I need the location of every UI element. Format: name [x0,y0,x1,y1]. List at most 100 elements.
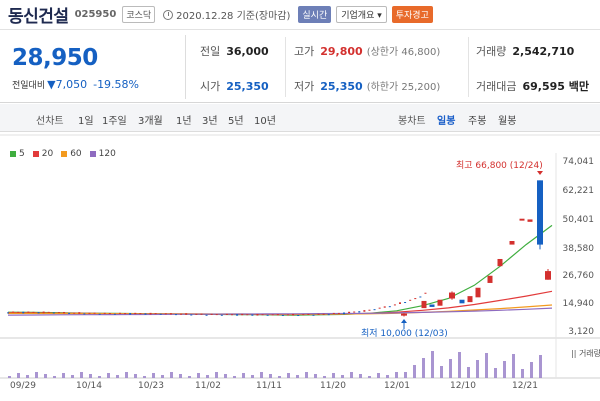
legend-item: 5 [10,149,25,159]
tab-daily[interactable]: 일봉 [437,116,456,127]
tab-3year[interactable]: 3년 [202,116,218,127]
stat-volume-value: 2,542,710 [512,45,575,58]
daily-candle [108,313,111,315]
tab-monthly[interactable]: 월봉 [498,116,517,127]
volume-bar [197,373,200,378]
volume-bar [494,368,497,378]
stat-low: 저가 25,350 (하한가 25,200) [294,78,440,94]
daily-candle [73,312,76,314]
volume-bar [278,376,281,378]
rally-candle [437,299,443,306]
y-tick-label: 26,760 [562,271,595,281]
volume-bar [170,372,173,378]
tab-1year[interactable]: 1년 [176,116,192,127]
volume-bar [161,375,164,378]
chart-period-tabs: 선차트 1일 1주일 3개월 1년 3년 5년 10년 봉차트 일봉 주봉 월봉 [0,104,600,132]
x-tick-label: 12/10 [450,381,476,391]
x-tick-label: 11/02 [195,381,221,391]
daily-candle [47,311,50,313]
stock-name: 동신건설 [8,7,69,27]
daily-candle [190,314,193,316]
legend-label: 5 [19,149,25,159]
daily-candle [17,311,20,313]
x-tick-label: 11/20 [320,381,346,391]
stat-prev-label: 전일 [200,45,221,58]
volume-bar [35,372,38,378]
volume-bar [413,365,416,378]
daily-candle [225,313,228,315]
volume-bar [8,376,11,378]
daily-candle [200,313,203,315]
volume-bar [368,376,371,378]
daily-candle [312,314,315,316]
daily-candle [180,313,183,315]
daily-candle [231,314,233,316]
stat-prev-value: 36,000 [226,45,269,58]
volume-bar [134,374,137,378]
realtime-button[interactable]: 실시간 [298,6,332,23]
daily-candle [57,312,60,314]
volume-bar [260,372,263,378]
tab-candle-chart[interactable]: 봉차트 [398,116,426,127]
volume-label-text: 거래량 [578,349,600,358]
legend-item: 120 [89,149,116,159]
volume-bar [89,374,92,378]
volume-bar [422,358,425,378]
stat-high-value: 29,800 [320,45,363,58]
volume-bar [107,373,110,378]
volume-bar [26,375,29,378]
daily-candle [343,312,345,315]
daily-candle [205,314,208,316]
date-value: 2020.12.28 기준(장마감) [176,11,291,22]
tab-1week[interactable]: 1주일 [102,116,127,127]
daily-candle [93,312,96,314]
volume-bar [233,376,236,378]
x-tick-label: 12/21 [512,381,538,391]
company-overview-dropdown[interactable]: 기업개요 ▾ [336,6,387,23]
legend-swatch [10,151,16,157]
rally-candle [459,299,465,304]
price-stats: 전일 36,000 고가 29,800 (상한가 46,800) 거래량 2,542,7… [190,31,600,103]
daily-candle [68,312,71,314]
rally-candle [467,296,473,303]
daily-candle [215,314,218,316]
divider [285,37,286,97]
daily-candle [7,312,9,314]
daily-candle [297,315,300,317]
tab-5year[interactable]: 5년 [228,116,244,127]
tab-1day[interactable]: 1일 [78,116,94,127]
volume-bar [332,373,335,378]
y-tick-label: 38,580 [562,244,595,254]
daily-candle [292,313,295,316]
daily-candle [409,299,412,301]
volume-bar [206,375,209,378]
stat-prev: 전일 36,000 [200,43,269,59]
volume-bar [62,373,65,378]
y-tick-label: 50,401 [562,215,595,225]
volume-bar [458,352,461,378]
volume-bar [53,376,56,378]
x-tick-label: 10/14 [76,381,102,391]
price-summary: 28,950 전일대비 ▼7,050 -19.58% 전일 36,000 고가 29,8… [0,31,600,103]
legend-item: 60 [61,149,82,159]
stat-amount-value: 69,595 백만 [522,80,590,93]
stat-high-label: 고가 [294,45,315,58]
daily-candle [175,314,177,316]
x-tick-label: 10/23 [138,381,164,391]
stat-high: 고가 29,800 (상한가 46,800) [294,43,440,59]
daily-candle [358,311,361,313]
daily-candle [195,313,198,315]
daily-candle [373,309,376,311]
annotation-low: 최저 10,000 (12/03) [361,329,448,339]
tab-10year[interactable]: 10년 [254,116,276,127]
daily-candle [251,314,254,316]
y-tick-label: 62,221 [562,186,595,196]
stat-open-value: 25,350 [226,80,269,93]
stat-upper-limit: (상한가 46,800) [366,47,441,58]
rally-candle [429,304,435,307]
tab-weekly[interactable]: 주봉 [468,116,487,127]
volume-bar [125,372,128,378]
investment-warning-badge[interactable]: 투자경고 [391,6,433,23]
tab-line-chart[interactable]: 선차트 [36,116,64,127]
tab-3month[interactable]: 3개월 [138,116,163,127]
